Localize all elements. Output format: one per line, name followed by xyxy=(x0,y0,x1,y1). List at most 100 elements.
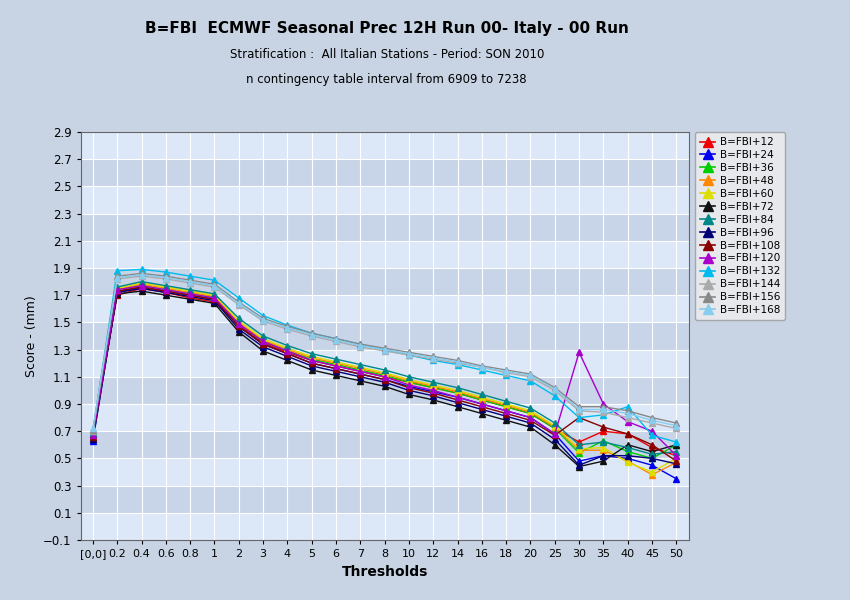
B=FBI+24 xyxy=(598,452,609,459)
B=FBI+132 xyxy=(502,372,512,379)
B=FBI+120 xyxy=(525,414,536,421)
B=FBI+156 xyxy=(672,419,682,427)
B=FBI+60 xyxy=(112,285,122,292)
B=FBI+48 xyxy=(331,359,341,367)
Y-axis label: Score - (mm): Score - (mm) xyxy=(25,295,37,377)
B=FBI+12 xyxy=(647,444,657,451)
B=FBI+24 xyxy=(185,292,196,299)
B=FBI+72 xyxy=(525,424,536,431)
B=FBI+132 xyxy=(672,439,682,446)
B=FBI+108 xyxy=(672,458,682,465)
B=FBI+144 xyxy=(234,301,244,308)
B=FBI+132 xyxy=(574,414,584,421)
B=FBI+120 xyxy=(622,418,632,425)
B=FBI+144 xyxy=(502,369,512,376)
B=FBI+24 xyxy=(209,296,219,303)
B=FBI+132 xyxy=(647,431,657,439)
B=FBI+84 xyxy=(136,278,146,285)
B=FBI+156 xyxy=(258,315,269,322)
B=FBI+96 xyxy=(672,460,682,467)
B=FBI+60 xyxy=(234,317,244,325)
B=FBI+36 xyxy=(355,367,366,374)
B=FBI+120 xyxy=(185,290,196,298)
B=FBI+168 xyxy=(136,271,146,278)
B=FBI+24 xyxy=(234,323,244,330)
Line: B=FBI+132: B=FBI+132 xyxy=(90,266,679,445)
B=FBI+12 xyxy=(574,439,584,446)
B=FBI+84 xyxy=(647,451,657,458)
B=FBI+120 xyxy=(307,357,317,364)
B=FBI+48 xyxy=(477,395,487,402)
B=FBI+132 xyxy=(452,361,462,368)
B=FBI+84 xyxy=(379,367,389,374)
B=FBI+168 xyxy=(234,300,244,307)
B=FBI+48 xyxy=(404,377,414,385)
Legend: B=FBI+12, B=FBI+24, B=FBI+36, B=FBI+48, B=FBI+60, B=FBI+72, B=FBI+84, B=FBI+96, : B=FBI+12, B=FBI+24, B=FBI+36, B=FBI+48, … xyxy=(694,132,785,320)
B=FBI+144 xyxy=(550,387,560,394)
B=FBI+132 xyxy=(428,357,439,364)
Line: B=FBI+84: B=FBI+84 xyxy=(90,279,679,457)
B=FBI+72 xyxy=(282,357,292,364)
B=FBI+156 xyxy=(598,403,609,410)
B=FBI+132 xyxy=(112,267,122,274)
B=FBI+96 xyxy=(234,326,244,333)
B=FBI+156 xyxy=(234,298,244,305)
B=FBI+24 xyxy=(136,283,146,290)
B=FBI+108 xyxy=(161,287,171,295)
B=FBI+120 xyxy=(282,347,292,355)
B=FBI+144 xyxy=(258,317,269,325)
B=FBI+36 xyxy=(234,320,244,328)
B=FBI+132 xyxy=(550,392,560,400)
B=FBI+48 xyxy=(647,471,657,478)
B=FBI+24 xyxy=(88,437,98,445)
B=FBI+168 xyxy=(672,422,682,430)
B=FBI+132 xyxy=(404,352,414,359)
B=FBI+84 xyxy=(502,398,512,405)
B=FBI+156 xyxy=(452,357,462,364)
B=FBI+84 xyxy=(331,356,341,363)
B=FBI+156 xyxy=(477,362,487,370)
B=FBI+108 xyxy=(622,430,632,437)
B=FBI+156 xyxy=(550,384,560,391)
B=FBI+72 xyxy=(258,347,269,355)
B=FBI+144 xyxy=(185,280,196,287)
B=FBI+60 xyxy=(209,292,219,299)
B=FBI+12 xyxy=(88,430,98,437)
Bar xyxy=(81,431,689,458)
B=FBI+60 xyxy=(477,394,487,401)
B=FBI+36 xyxy=(622,448,632,455)
B=FBI+120 xyxy=(477,400,487,407)
B=FBI+120 xyxy=(428,387,439,394)
B=FBI+96 xyxy=(379,379,389,386)
B=FBI+168 xyxy=(598,406,609,413)
X-axis label: Thresholds: Thresholds xyxy=(342,565,428,578)
B=FBI+108 xyxy=(502,410,512,417)
B=FBI+84 xyxy=(672,448,682,455)
B=FBI+120 xyxy=(258,338,269,345)
B=FBI+12 xyxy=(404,379,414,386)
B=FBI+12 xyxy=(452,389,462,397)
B=FBI+156 xyxy=(404,349,414,356)
B=FBI+120 xyxy=(598,400,609,407)
Text: Stratification :  All Italian Stations - Period: SON 2010: Stratification : All Italian Stations - … xyxy=(230,48,544,61)
B=FBI+120 xyxy=(404,382,414,389)
B=FBI+168 xyxy=(161,274,171,281)
B=FBI+168 xyxy=(502,368,512,375)
B=FBI+96 xyxy=(647,455,657,462)
B=FBI+120 xyxy=(209,295,219,302)
B=FBI+72 xyxy=(307,367,317,374)
B=FBI+60 xyxy=(428,382,439,389)
B=FBI+132 xyxy=(598,411,609,418)
B=FBI+108 xyxy=(112,287,122,295)
B=FBI+120 xyxy=(647,428,657,435)
Line: B=FBI+24: B=FBI+24 xyxy=(90,284,679,482)
B=FBI+120 xyxy=(574,349,584,356)
B=FBI+24 xyxy=(404,383,414,390)
B=FBI+156 xyxy=(136,270,146,277)
B=FBI+96 xyxy=(282,353,292,360)
B=FBI+108 xyxy=(258,341,269,348)
B=FBI+60 xyxy=(574,445,584,452)
B=FBI+144 xyxy=(282,326,292,333)
B=FBI+24 xyxy=(331,365,341,372)
B=FBI+120 xyxy=(672,452,682,459)
